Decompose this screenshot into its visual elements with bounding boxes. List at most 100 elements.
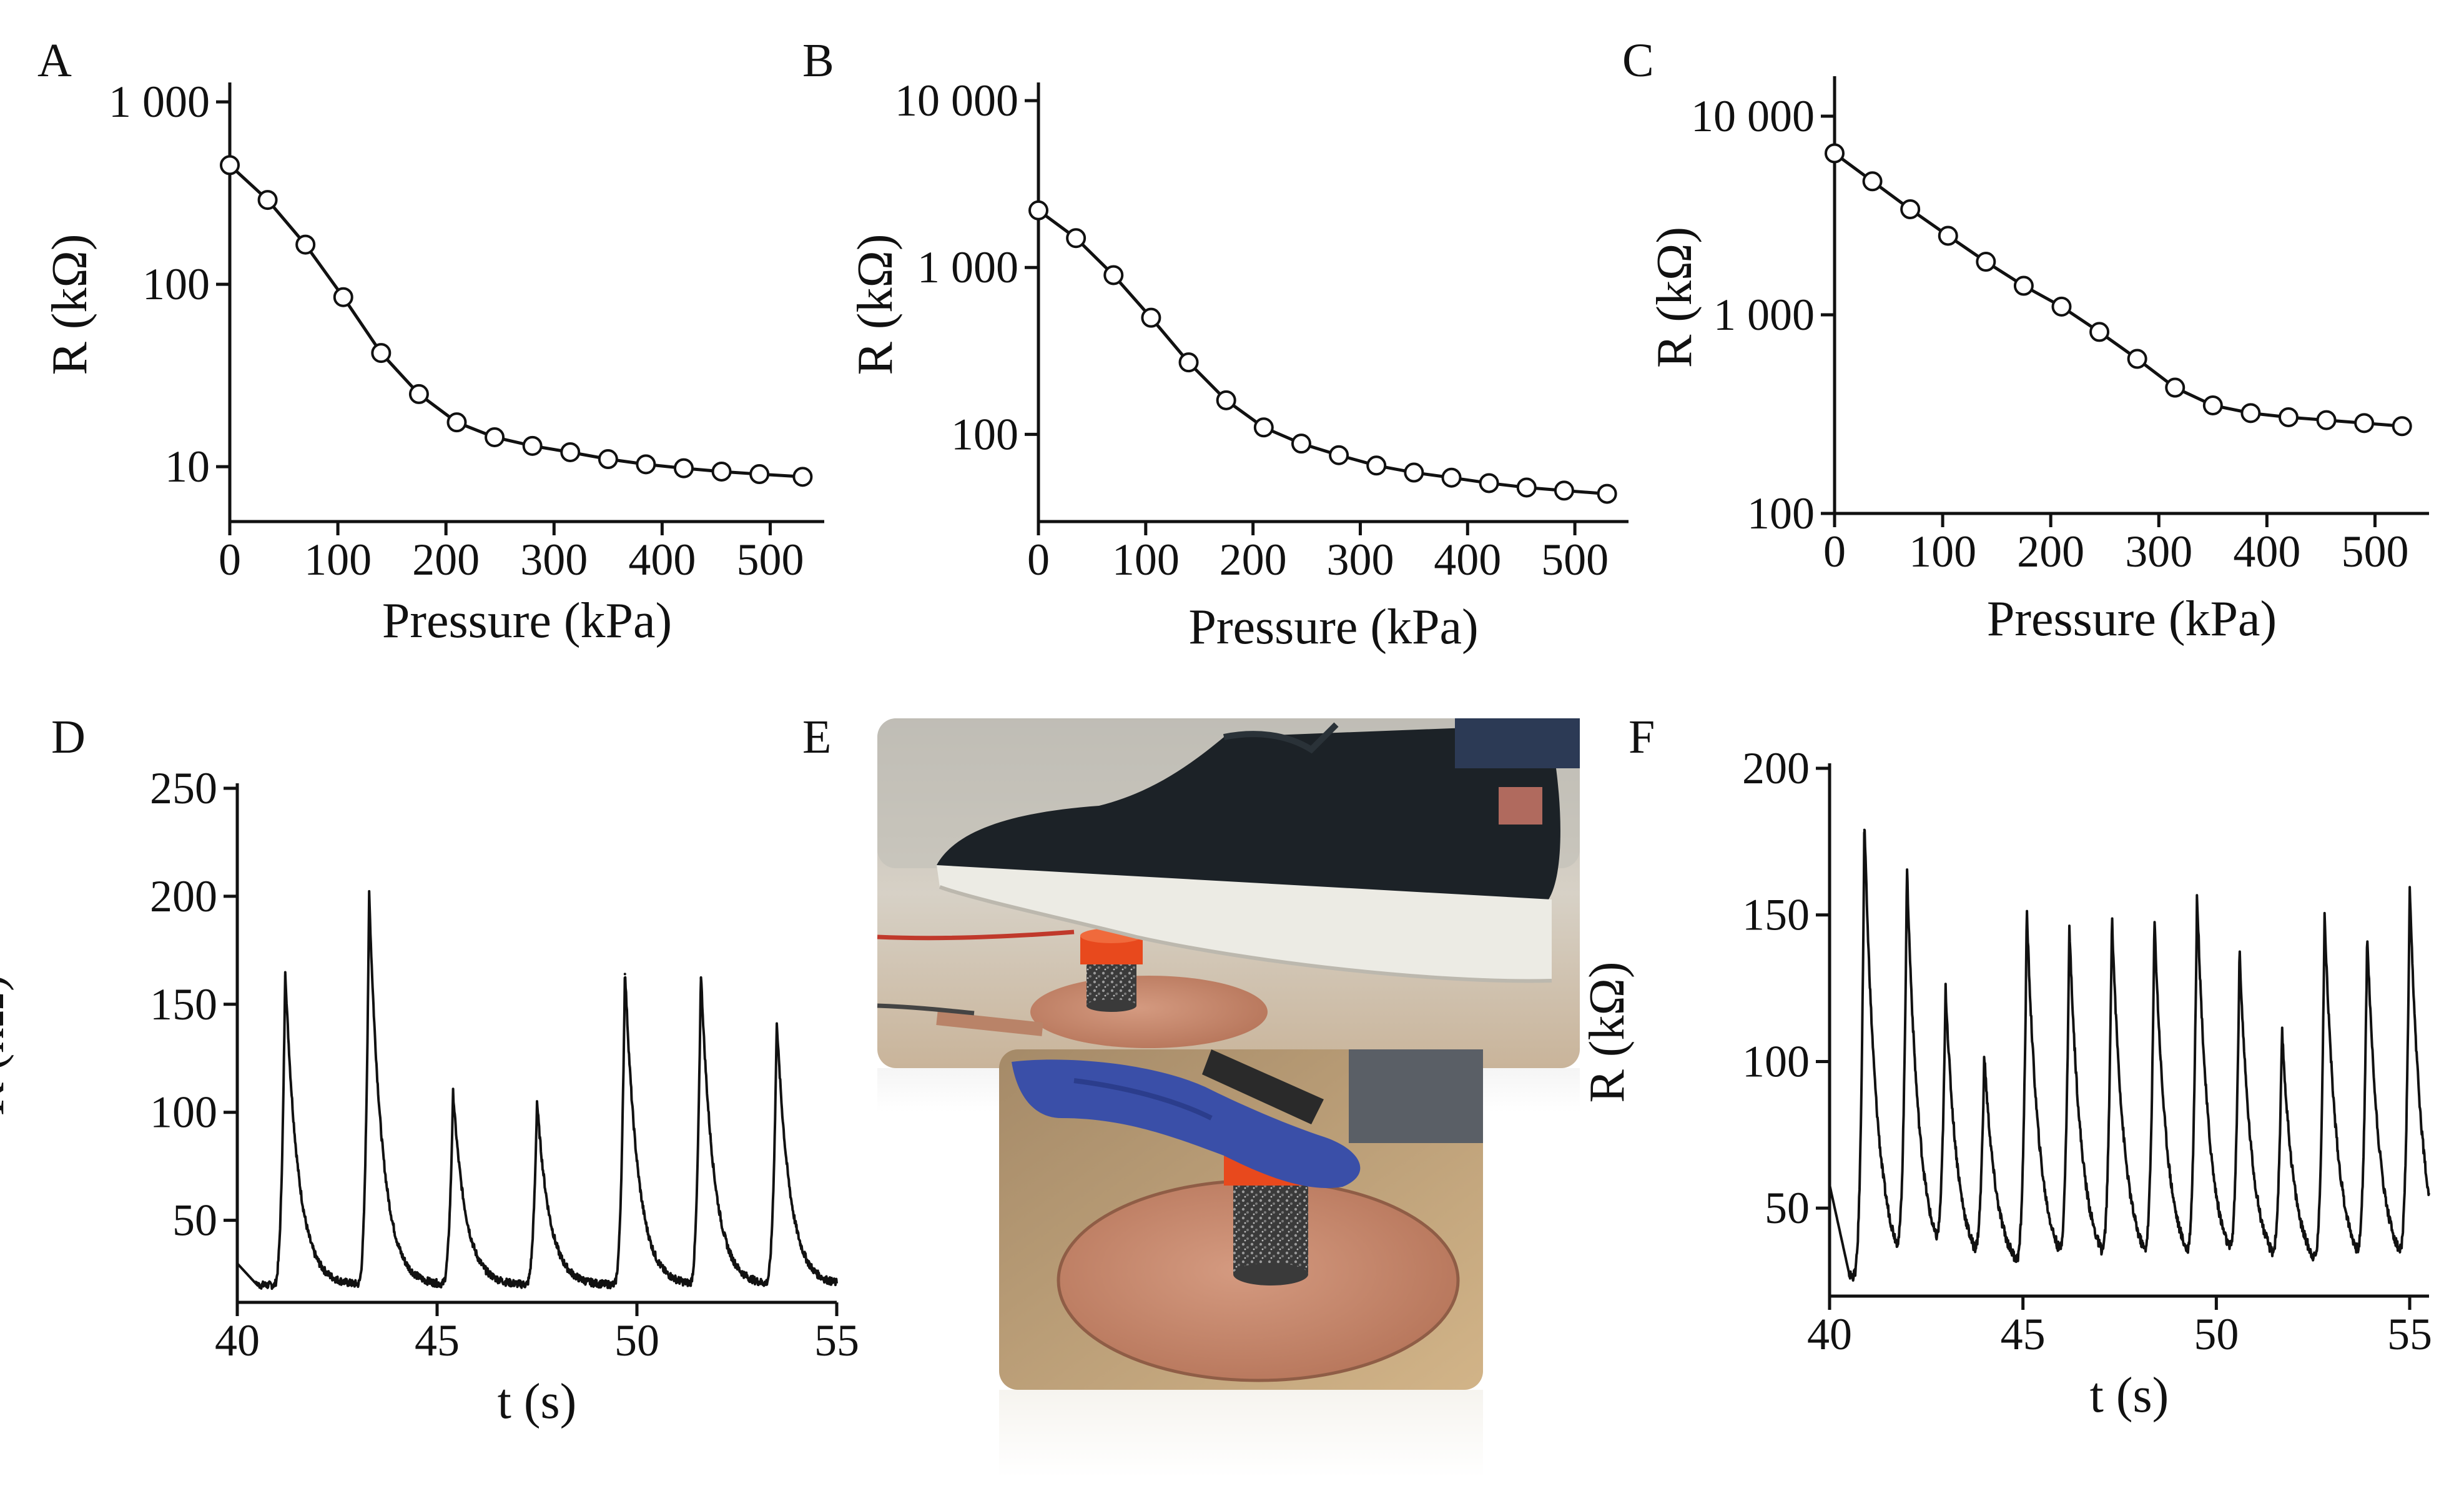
y-tick-label: 1 000 bbox=[917, 242, 1018, 292]
y-tick-label: 200 bbox=[1742, 743, 1810, 793]
peak-point bbox=[1944, 1013, 1947, 1016]
panel-label-f: F bbox=[1629, 711, 1655, 763]
peak-point bbox=[2153, 937, 2156, 940]
data-point bbox=[2240, 403, 2261, 424]
x-tick-label: 200 bbox=[412, 535, 480, 585]
y-axis-title: R (kΩ) bbox=[0, 974, 14, 1116]
data-point bbox=[522, 435, 543, 456]
data-point bbox=[1404, 462, 1424, 483]
data-point bbox=[1938, 225, 1958, 246]
data-point bbox=[749, 464, 770, 485]
x-tick-label: 200 bbox=[1220, 535, 1287, 585]
peak-point bbox=[2025, 925, 2028, 928]
series-line bbox=[1833, 152, 2402, 428]
data-point bbox=[446, 412, 467, 433]
series-line bbox=[229, 164, 803, 478]
y-tick-label: 150 bbox=[150, 979, 217, 1029]
panel-label-c: C bbox=[1622, 34, 1654, 87]
x-tick-label: 400 bbox=[1434, 535, 1501, 585]
y-tick-label: 100 bbox=[1742, 1036, 1810, 1086]
data-point bbox=[1441, 467, 1462, 488]
data-point bbox=[2013, 275, 2034, 296]
panel-label-d: D bbox=[51, 711, 86, 763]
x-axis-title: Pressure (kPa) bbox=[382, 593, 672, 648]
data-point bbox=[1825, 143, 1845, 164]
peak-point bbox=[2365, 951, 2368, 954]
data-point bbox=[792, 467, 813, 487]
x-tick-label: 400 bbox=[628, 535, 696, 585]
peak-point bbox=[2238, 969, 2241, 972]
x-tick-label: 45 bbox=[2001, 1309, 2046, 1359]
y-axis-title: R (kΩ) bbox=[42, 234, 97, 375]
data-point bbox=[408, 384, 429, 404]
data-point bbox=[333, 287, 353, 307]
x-tick-label: 200 bbox=[2017, 527, 2084, 577]
data-point bbox=[1862, 171, 1883, 192]
x-tick-label: 0 bbox=[1823, 527, 1846, 577]
y-tick-label: 50 bbox=[172, 1196, 217, 1246]
x-tick-label: 500 bbox=[736, 535, 804, 585]
data-point bbox=[1291, 433, 1311, 454]
peak-point bbox=[1905, 890, 1908, 893]
x-tick-label: 100 bbox=[304, 535, 372, 585]
x-axis-title: Pressure (kPa) bbox=[1188, 600, 1478, 655]
peak-point bbox=[623, 973, 626, 976]
data-point bbox=[1516, 477, 1537, 498]
data-point bbox=[2392, 416, 2412, 437]
chart-panel-a: 0 100 200 300 400 500 10 100 1 000 Pressure (kPa)… bbox=[42, 77, 824, 648]
hand-photo bbox=[999, 1049, 1483, 1390]
data-point bbox=[636, 454, 656, 475]
y-axis-title: R (kΩ) bbox=[848, 234, 903, 375]
data-point bbox=[598, 449, 618, 470]
data-point bbox=[560, 442, 581, 462]
chart-panel-b: 0 100 200 300 400 500 100 1 000 10 000 Pressure (… bbox=[848, 76, 1629, 655]
data-point bbox=[1103, 265, 1124, 285]
y-tick-label: 200 bbox=[150, 871, 217, 921]
data-point bbox=[295, 234, 316, 255]
data-point bbox=[220, 155, 240, 176]
data-point bbox=[1554, 480, 1574, 501]
panel-label-b: B bbox=[802, 34, 834, 87]
data-point bbox=[2316, 410, 2337, 430]
x-axis-title: t (s) bbox=[2090, 1368, 2169, 1423]
x-axis-title: t (s) bbox=[498, 1374, 577, 1429]
peak-point bbox=[368, 899, 371, 902]
chart-panel-f: 40 45 50 55 50 100 150 200 t (s) R (kΩ) bbox=[1580, 743, 2432, 1423]
peak-point bbox=[699, 977, 702, 980]
signal-trace bbox=[1828, 829, 2430, 1282]
panel-e-photos bbox=[877, 718, 1580, 1477]
data-point bbox=[673, 458, 694, 478]
x-tick-label: 40 bbox=[1807, 1309, 1852, 1359]
y-tick-label: 1 000 bbox=[109, 77, 210, 127]
data-point bbox=[257, 190, 278, 211]
peak-point bbox=[283, 974, 287, 978]
peak-point bbox=[2068, 946, 2071, 949]
x-tick-label: 300 bbox=[2125, 527, 2192, 577]
x-tick-label: 0 bbox=[219, 535, 241, 585]
y-tick-label: 10 000 bbox=[1691, 91, 1815, 141]
data-point bbox=[2051, 296, 2072, 317]
data-point bbox=[1976, 252, 1996, 272]
x-tick-label: 50 bbox=[2194, 1309, 2239, 1359]
peak-point bbox=[536, 1106, 538, 1109]
data-point bbox=[1366, 455, 1387, 476]
peak-point bbox=[2195, 911, 2199, 914]
y-tick-label: 1 000 bbox=[1713, 290, 1815, 340]
x-tick-label: 100 bbox=[1112, 535, 1180, 585]
data-point bbox=[1597, 483, 1617, 504]
panel-label-a: A bbox=[37, 34, 72, 87]
data-point bbox=[1178, 352, 1199, 373]
x-tick-label: 50 bbox=[614, 1315, 659, 1365]
data-point bbox=[485, 427, 505, 447]
data-point bbox=[2202, 395, 2223, 415]
series-line bbox=[1037, 209, 1607, 496]
x-tick-label: 45 bbox=[415, 1315, 460, 1365]
data-point bbox=[1141, 307, 1161, 328]
data-point bbox=[2089, 322, 2110, 342]
data-point bbox=[2278, 407, 2299, 427]
peak-point bbox=[2323, 928, 2326, 931]
y-tick-label: 10 000 bbox=[895, 76, 1018, 126]
data-point bbox=[1329, 445, 1349, 465]
